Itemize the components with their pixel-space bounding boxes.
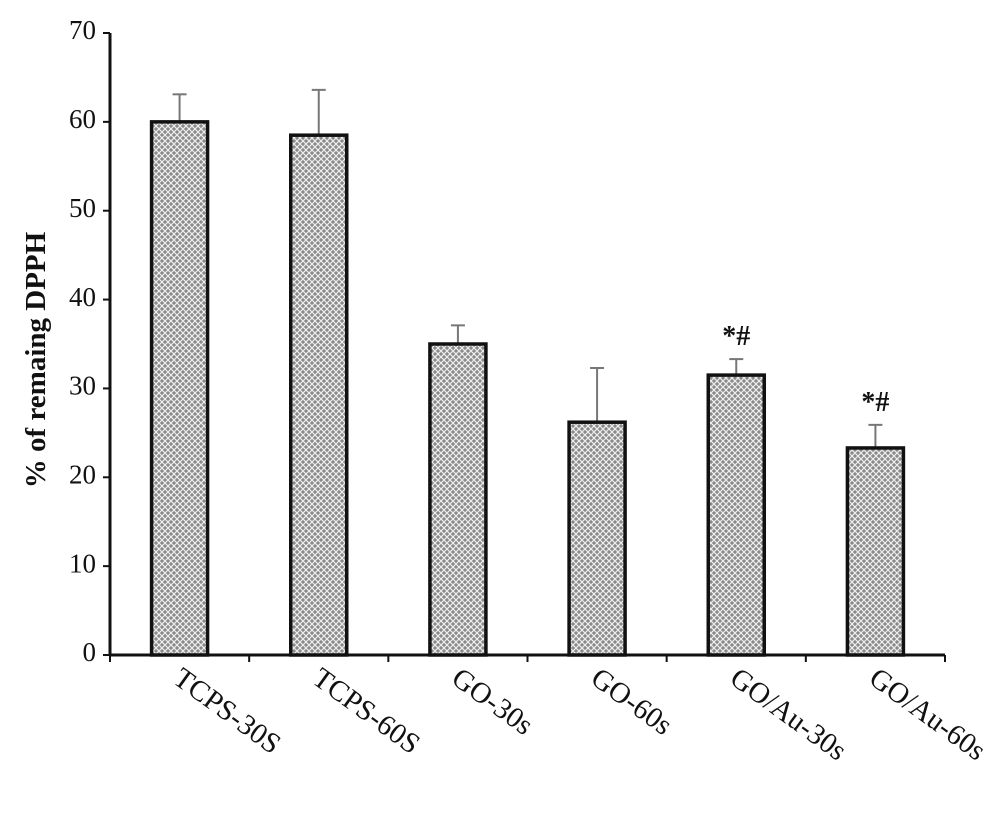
x-tick-label: GO-60s [585, 662, 678, 742]
bar [289, 133, 349, 657]
x-tick-label: TCPS-30S [167, 662, 286, 761]
bar [845, 446, 906, 657]
x-tick-label: GO/Au-30s [724, 662, 852, 767]
bar [567, 420, 627, 657]
bar [149, 120, 210, 657]
x-tick-label: GO/Au-60s [863, 662, 991, 767]
annotation: *# [861, 387, 889, 418]
y-axis-title: % of remaing DPPH [20, 231, 52, 488]
bar [706, 373, 766, 657]
y-tick-label: 50 [69, 193, 96, 223]
y-tick-label: 60 [69, 104, 96, 134]
bar [428, 342, 488, 657]
y-tick-label: 40 [69, 282, 96, 312]
y-tick-label: 0 [83, 637, 97, 667]
annotation: *# [722, 321, 750, 352]
y-tick-label: 10 [69, 548, 96, 578]
x-tick-label: TCPS-60S [307, 662, 426, 761]
y-tick-label: 70 [69, 15, 96, 45]
y-tick-label: 30 [69, 371, 96, 401]
y-tick-label: 20 [69, 459, 96, 489]
x-tick-label: GO-30s [446, 662, 539, 742]
